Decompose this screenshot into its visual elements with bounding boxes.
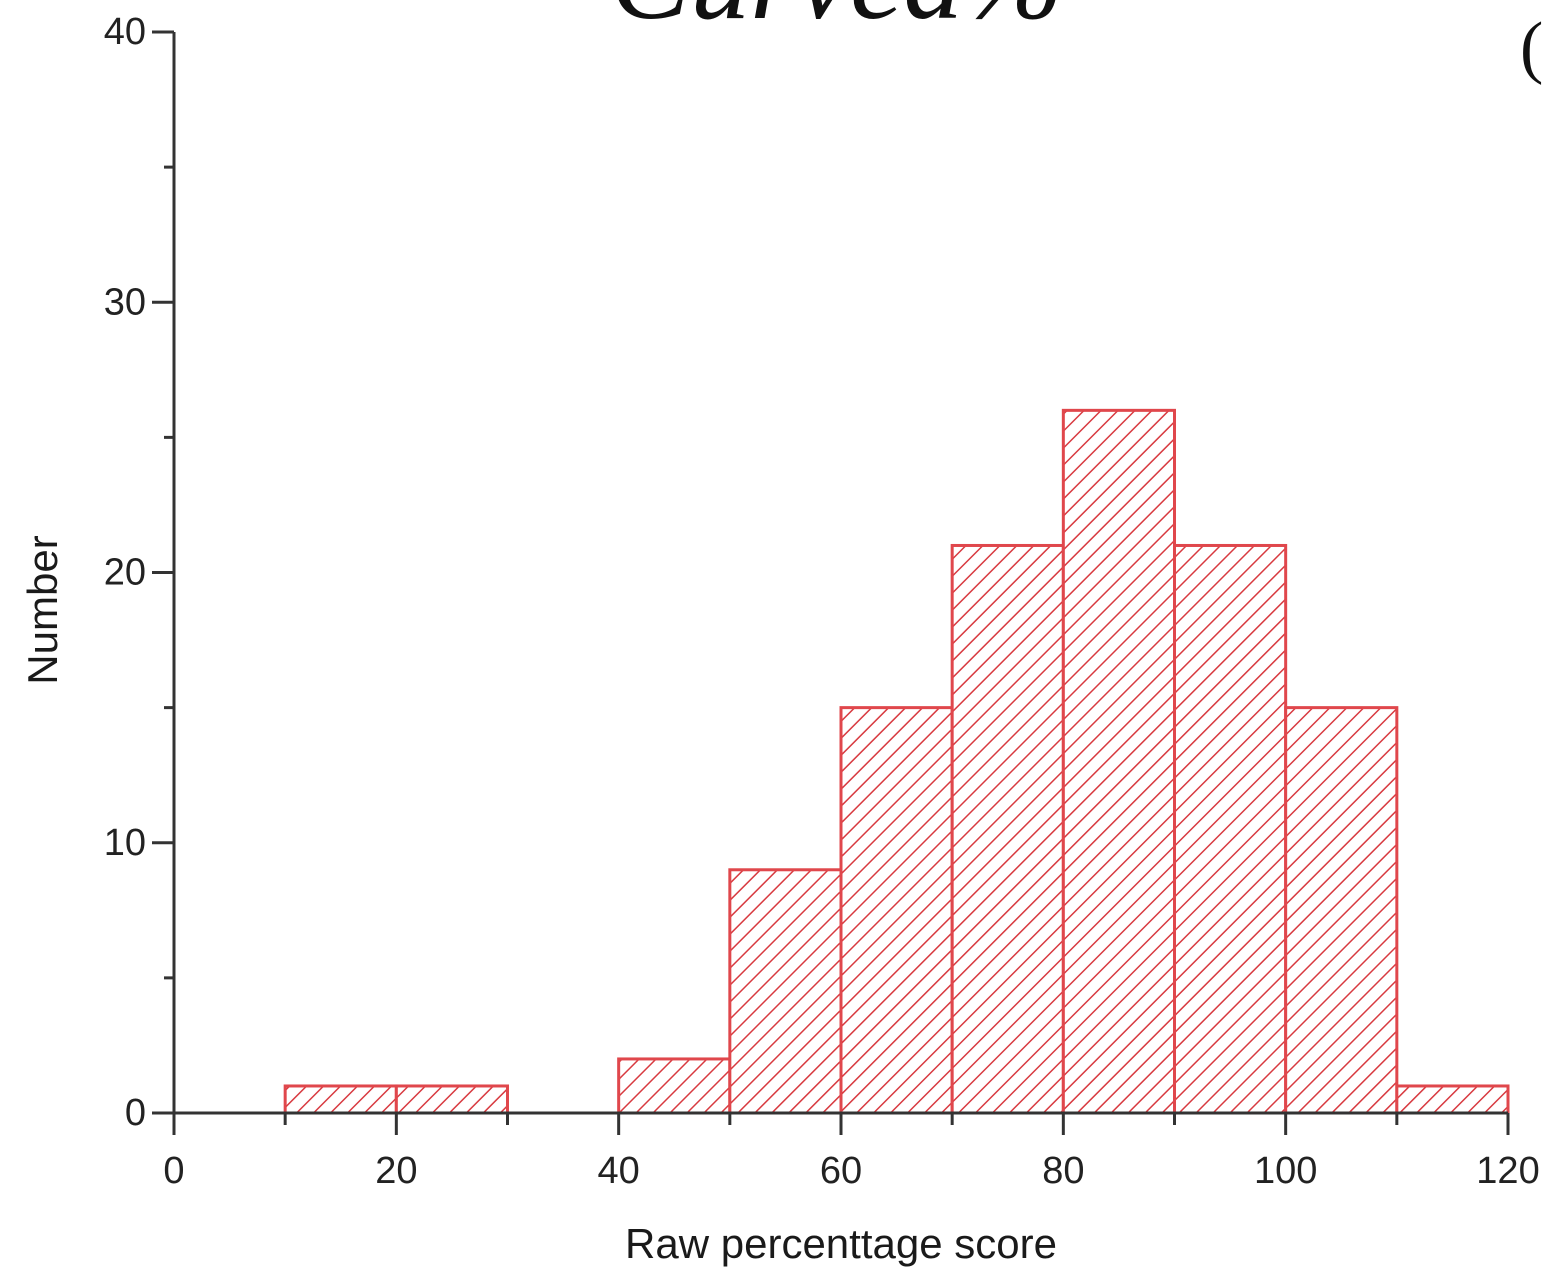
x-tick-label: 20 [375, 1150, 417, 1192]
x-tick-label: 60 [820, 1150, 862, 1192]
bars-group [283, 408, 1510, 1115]
histogram-bar-40-50 [617, 1057, 732, 1115]
y-tick-label: 20 [104, 552, 146, 594]
histogram-bar-20-30 [394, 1084, 510, 1115]
x-tick-label: 80 [1042, 1150, 1084, 1192]
x-tick-label: 0 [163, 1150, 184, 1192]
x-tick-labels: 0 20 40 60 80 100 120 [163, 1150, 1539, 1192]
x-tick-label: 40 [598, 1150, 640, 1192]
x-tick-label: 100 [1254, 1150, 1317, 1192]
histogram-bar-90-100 [1173, 543, 1288, 1115]
histogram-bar-100-110 [1284, 706, 1399, 1115]
y-axis-title: Number [19, 535, 66, 684]
y-tick-label: 0 [125, 1092, 146, 1134]
x-axis-title: Raw percenttage score [625, 1220, 1057, 1267]
histogram-bar-10-20 [283, 1084, 398, 1115]
histogram-bar-110-120 [1395, 1084, 1510, 1115]
y-tick-label: 10 [104, 822, 146, 864]
y-tick-label: 30 [104, 281, 146, 323]
cropped-heading: Curved% = [610, 0, 1174, 44]
histogram-bar-50-60 [728, 868, 843, 1115]
histogram-bar-70-80 [950, 543, 1065, 1115]
histogram-bar-60-70 [839, 706, 954, 1115]
y-tick-labels: 0 10 20 30 40 [104, 11, 146, 1134]
y-tick-label: 40 [104, 11, 146, 53]
x-tick-label: 120 [1476, 1150, 1539, 1192]
axes-group [152, 30, 1510, 1135]
histogram-bar-80-90 [1061, 408, 1177, 1115]
cropped-heading-paren: ( [1520, 9, 1543, 86]
